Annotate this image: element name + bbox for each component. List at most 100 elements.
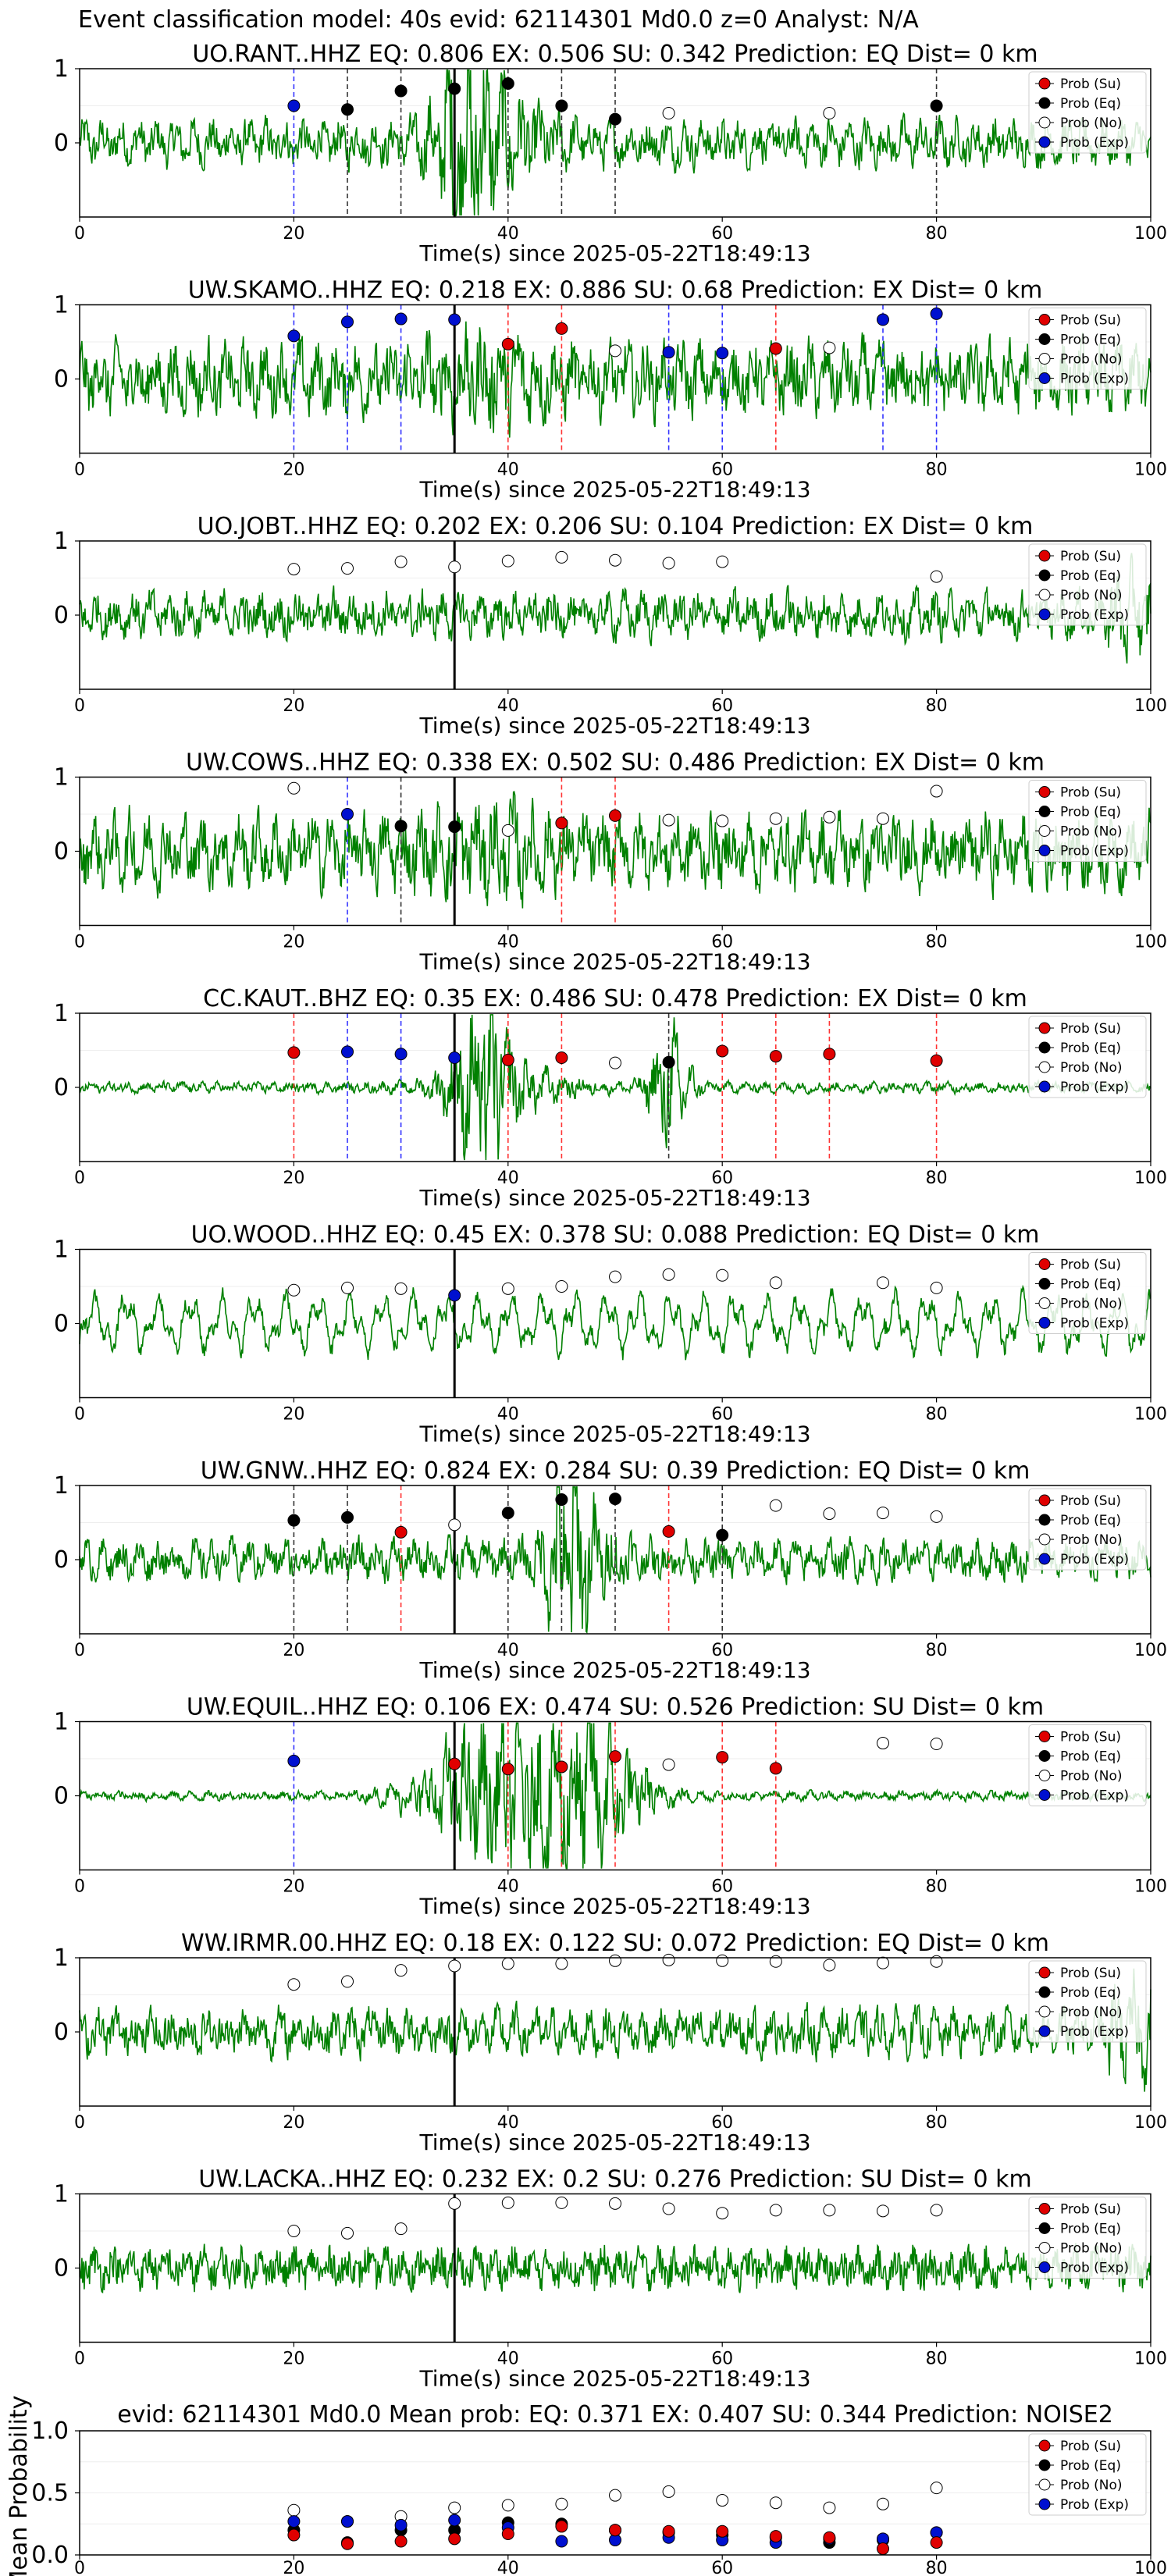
legend-marker-eq: [1038, 569, 1051, 582]
legend-label: Prob (Su): [1060, 1493, 1121, 1509]
legend-marker-su: [1038, 1022, 1051, 1034]
x-tick-label: 100: [1134, 2559, 1167, 2576]
prob-marker-exp: [394, 312, 408, 326]
prob-marker-su: [448, 1757, 461, 1770]
legend-marker-su: [1038, 2439, 1051, 2452]
legend-label: Prob (Eq): [1060, 568, 1121, 584]
legend-label: Prob (Eq): [1060, 1277, 1121, 1293]
mean-prob-marker-no: [930, 2482, 943, 2495]
legend-marker-exp: [1038, 372, 1051, 384]
legend-label: Prob (Eq): [1060, 1041, 1121, 1056]
x-tick-label: 80: [926, 2113, 948, 2133]
prob-marker-exp: [287, 1754, 301, 1767]
x-tick-label: 100: [1134, 2113, 1167, 2133]
panel-title: UW.GNW..HHZ EQ: 0.824 EX: 0.284 SU: 0.39…: [201, 1457, 1030, 1485]
y-axis-label: Mean Probability: [5, 2396, 33, 2576]
mean-prob-marker-exp: [555, 2535, 568, 2548]
legend-label: Prob (Exp): [1060, 1552, 1129, 1567]
x-tick-label: 0: [74, 1877, 85, 1897]
prob-marker-su: [609, 809, 621, 822]
y-tick-label: 0: [54, 130, 69, 157]
x-tick-label: 20: [283, 2559, 304, 2576]
x-tick-label: 60: [711, 2113, 733, 2133]
prob-marker-su: [501, 1763, 514, 1776]
prob-marker-no: [501, 1282, 514, 1295]
x-tick-label: 60: [711, 933, 733, 952]
prob-marker-su: [769, 1050, 782, 1063]
panel-4: 0 20 40 60 80 100 0 1 UW.COWS..HHZ EQ: 0.338 EX:…: [54, 749, 1167, 975]
mean-prob-marker-no: [448, 2501, 461, 2514]
x-tick-label: 40: [497, 2350, 519, 2369]
legend-label: Prob (Eq): [1060, 96, 1121, 112]
mean-prob-marker-no: [877, 2497, 889, 2510]
x-tick-label: 80: [926, 2350, 948, 2369]
legend: Prob (Su) Prob (Eq) Prob (No) Prob (Exp): [1028, 1960, 1147, 2043]
y-tick-label: 1: [54, 1472, 69, 1500]
legend-marker-exp: [1038, 1317, 1051, 1329]
prob-marker-eq: [448, 82, 461, 95]
panel-title: UW.SKAMO..HHZ EQ: 0.218 EX: 0.886 SU: 0.…: [188, 277, 1043, 304]
legend-label: Prob (Su): [1060, 1021, 1121, 1037]
x-tick-label: 100: [1134, 224, 1167, 244]
x-tick-label: 20: [283, 1641, 304, 1660]
panel-title: WW.IRMR.00.HHZ EQ: 0.18 EX: 0.122 SU: 0.…: [181, 1930, 1049, 1957]
x-tick-label: 20: [283, 696, 304, 716]
x-tick-label: 0: [74, 1641, 85, 1660]
mean-prob-marker-su: [716, 2524, 729, 2538]
x-tick-label: 40: [497, 933, 519, 952]
legend-label: Prob (Su): [1060, 2202, 1121, 2218]
mean-prob-marker-su: [448, 2532, 461, 2546]
seismic-trace: [79, 1014, 1151, 1161]
legend-marker-no: [1038, 116, 1051, 129]
legend-marker-eq: [1038, 1750, 1051, 1762]
prob-marker-no: [769, 812, 782, 825]
prob-marker-no: [609, 344, 621, 358]
x-axis-label: Time(s) since 2025-05-22T18:49:13: [418, 1657, 810, 1683]
prob-marker-no: [877, 1276, 889, 1290]
x-tick-label: 80: [926, 1405, 948, 1425]
legend-label: Prob (Eq): [1060, 1985, 1121, 2001]
prob-marker-exp: [877, 313, 889, 326]
legend-label: Prob (No): [1060, 2241, 1123, 2257]
mean-prob-marker-su: [555, 2520, 568, 2533]
panel-3: 0 20 40 60 80 100 0 1 UO.JOBT..HHZ EQ: 0.202 EX:…: [54, 513, 1167, 738]
x-tick-label: 20: [283, 224, 304, 244]
x-tick-label: 80: [926, 1877, 948, 1897]
panel-title: UO.JOBT..HHZ EQ: 0.202 EX: 0.206 SU: 0.1…: [198, 513, 1034, 540]
y-tick-label: 1: [54, 1709, 69, 1736]
legend-marker-su: [1038, 2203, 1051, 2215]
legend-marker-no: [1038, 825, 1051, 837]
mean-prob-marker-su: [394, 2535, 408, 2548]
prob-marker-no: [448, 1959, 461, 1973]
x-tick-label: 100: [1134, 461, 1167, 480]
prob-marker-no: [877, 1507, 889, 1520]
prob-marker-eq: [341, 1510, 354, 1524]
legend-label: Prob (No): [1060, 588, 1123, 603]
legend-label: Prob (Exp): [1060, 372, 1129, 387]
x-tick-label: 0: [74, 1405, 85, 1425]
prob-marker-no: [501, 554, 514, 568]
legend-marker-eq: [1038, 2222, 1051, 2234]
prob-marker-no: [501, 824, 514, 837]
prob-marker-no: [555, 550, 568, 564]
prob-marker-eq: [609, 1493, 621, 1506]
prob-marker-no: [662, 1953, 675, 1966]
y-tick-label: 0: [54, 602, 69, 629]
x-tick-label: 40: [497, 2559, 519, 2576]
mean-prob-marker-no: [555, 2497, 568, 2510]
x-tick-label: 80: [926, 1641, 948, 1660]
x-tick-label: 0: [74, 2559, 85, 2576]
mean-prob-marker-su: [287, 2528, 301, 2542]
legend-label: Prob (Exp): [1060, 607, 1129, 623]
y-tick-label: 1.0: [31, 2418, 69, 2445]
legend-marker-no: [1038, 1770, 1051, 1781]
mean-prob-marker-su: [769, 2530, 782, 2543]
prob-marker-su: [555, 1760, 568, 1774]
panel-10: 0 20 40 60 80 100 0 1 UW.LACKA..HHZ EQ: 0.232 EX…: [54, 2166, 1167, 2392]
legend-marker-no: [1038, 1297, 1051, 1309]
prob-marker-no: [609, 1056, 621, 1069]
x-axis-label: Time(s) since 2025-05-22T18:49:13: [418, 2129, 810, 2155]
prob-marker-su: [769, 1762, 782, 1775]
y-tick-label: 1: [54, 1000, 69, 1027]
